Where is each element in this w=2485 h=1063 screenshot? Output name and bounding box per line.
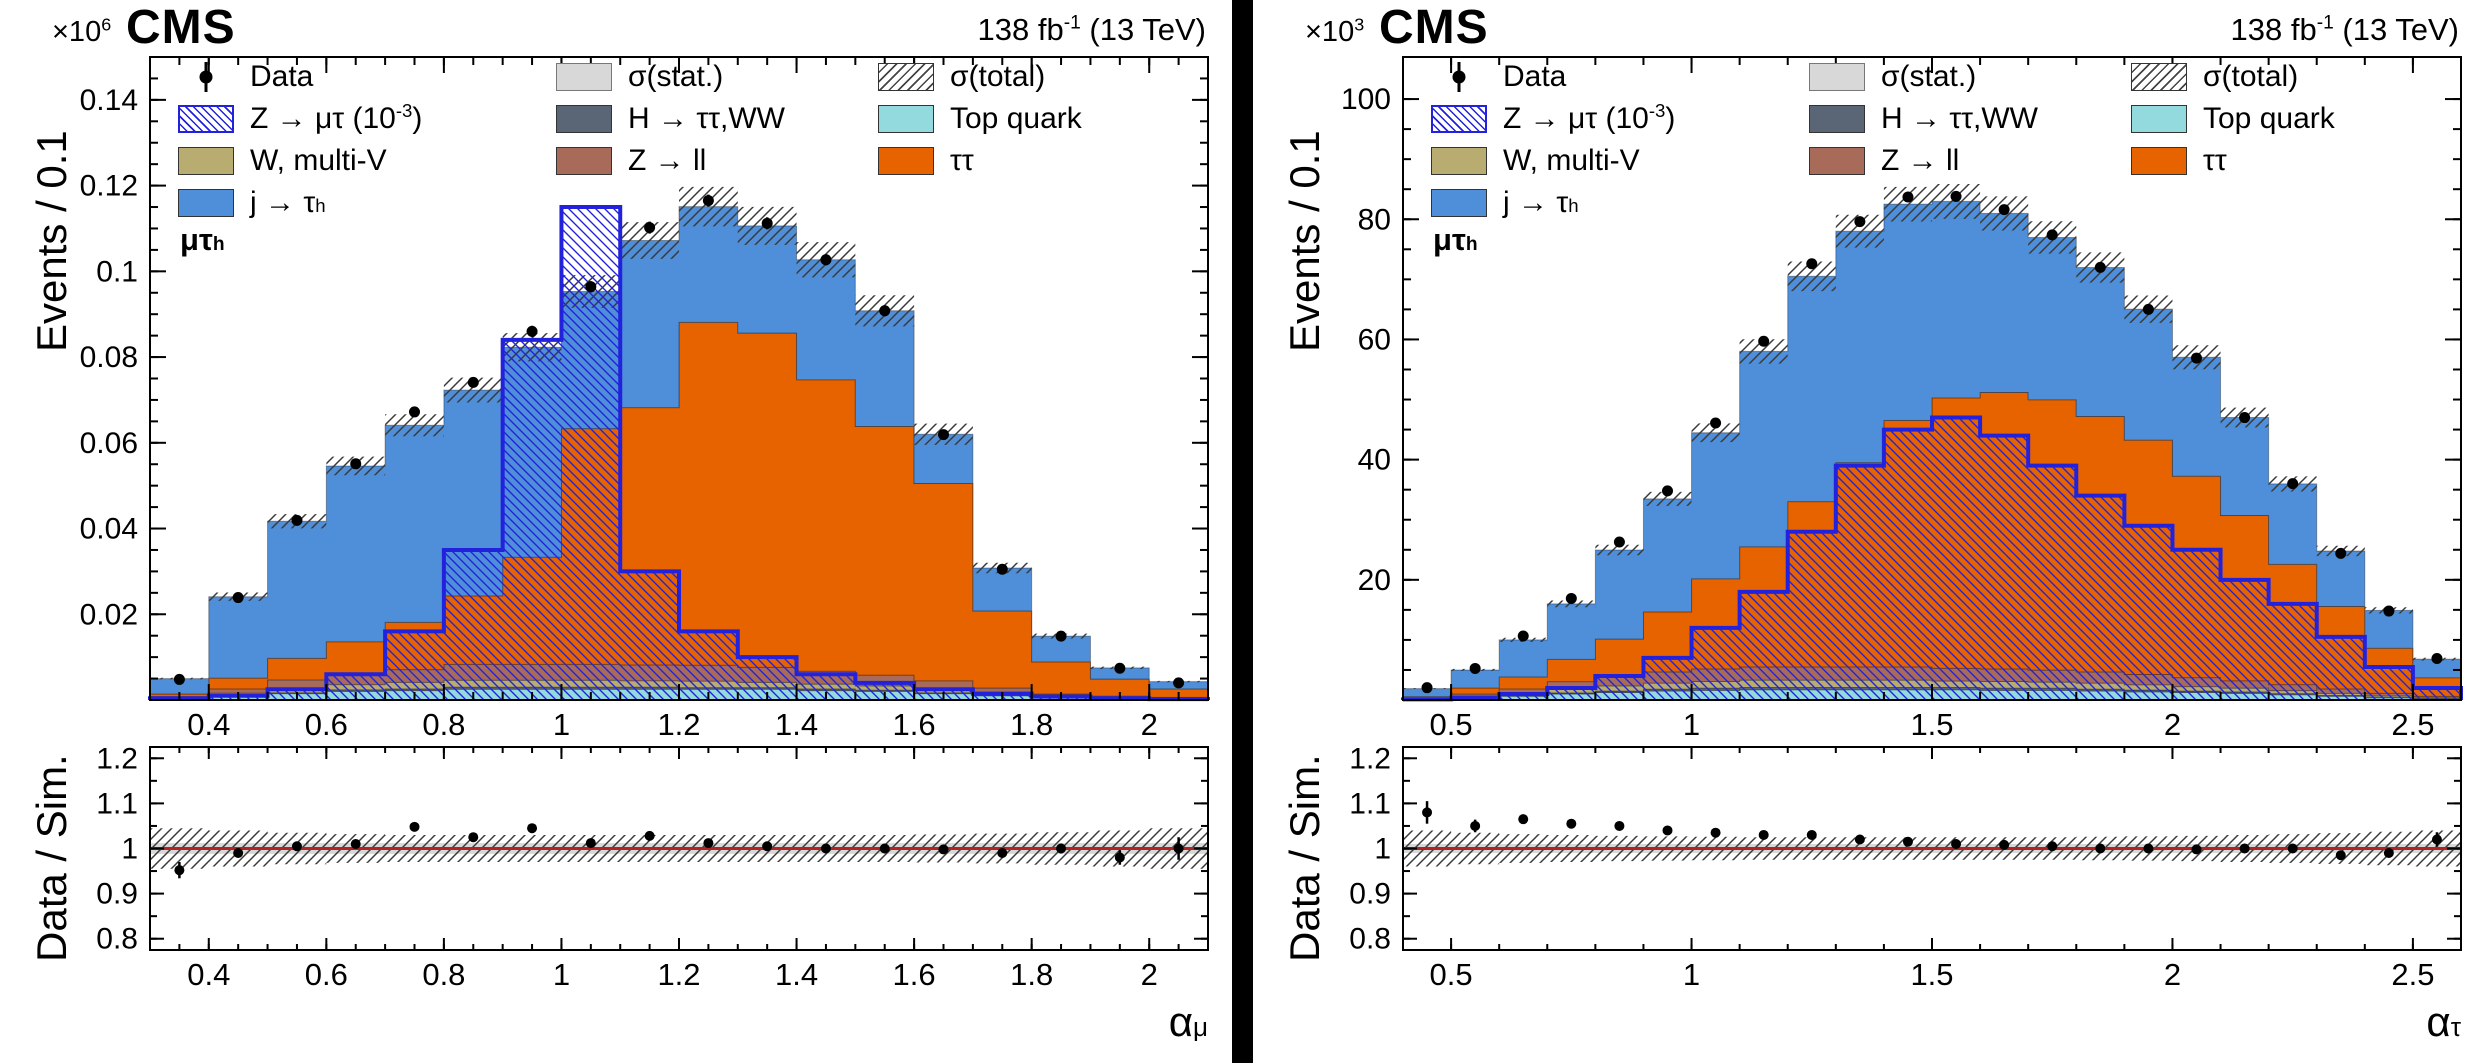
data-points [173,194,1185,689]
svg-text:0.8: 0.8 [1349,923,1391,956]
svg-text:1: 1 [553,957,570,992]
cms-label: CMS [1379,1,1489,54]
y-axis-multiplier: ×106 [52,14,112,48]
y-axis-multiplier: ×103 [1305,14,1365,48]
ratio-points [1422,801,2442,861]
right-chart-svg: 0.5 0.5 1 1 1.5 1.5 2 2 2.5 2.5 20 40 60 80 100 0.8 0.9 1… [1341,56,2463,992]
x-axis-title: ατ [2426,998,2461,1045]
right-plot-panel: 0.5 0.5 1 1 1.5 1.5 2 2 2.5 2.5 20 40 60 80 100 0.8 0.9 1… [1253,0,2485,1063]
cms-label: CMS [126,1,236,54]
svg-text:1: 1 [1683,707,1700,742]
channel-label: μτh [180,222,225,257]
svg-text:0.8: 0.8 [96,923,138,956]
svg-text:1.6: 1.6 [893,707,936,742]
data-points [1421,190,2443,694]
svg-text:1.5: 1.5 [1910,957,1953,992]
svg-text:1.2: 1.2 [1349,742,1391,775]
svg-text:1.4: 1.4 [775,707,818,742]
svg-text:0.6: 0.6 [305,957,348,992]
svg-text:0.4: 0.4 [187,957,230,992]
svg-text:1.1: 1.1 [1349,787,1391,820]
svg-text:0.8: 0.8 [422,707,465,742]
axes: 0.4 0.4 0.6 0.6 0.8 0.8 1 1 1.2 1.2 1.4 1.4 1.6 1.6 1.… [80,56,1209,992]
svg-text:0.6: 0.6 [305,707,348,742]
svg-text:1: 1 [1683,957,1700,992]
svg-text:1.8: 1.8 [1010,957,1053,992]
signal-histogram-line [1401,415,2463,702]
x-axis-title: αμ [1168,998,1208,1045]
channel-label: μτh [1433,222,1478,257]
svg-text:0.5: 0.5 [1430,707,1473,742]
svg-text:0.4: 0.4 [187,707,230,742]
panel-divider [1232,0,1253,1063]
svg-text:100: 100 [1341,83,1391,116]
svg-text:0.14: 0.14 [80,84,138,117]
svg-text:20: 20 [1358,564,1391,597]
svg-text:2.5: 2.5 [2391,957,2434,992]
left-plot-panel: 0.4 0.4 0.6 0.6 0.8 0.8 1 1 1.2 1.2 1.4 1.4 1.6 1.6 1.… [0,0,1232,1063]
svg-text:2: 2 [2164,707,2181,742]
svg-text:0.9: 0.9 [1349,878,1391,911]
y-axis-title: Events / 0.1 [1281,130,1328,352]
y-axis-title: Events / 0.1 [28,130,75,352]
svg-text:2.5: 2.5 [2391,707,2434,742]
svg-text:1.5: 1.5 [1910,707,1953,742]
svg-text:2: 2 [2164,957,2181,992]
svg-text:60: 60 [1358,323,1391,356]
svg-text:1.2: 1.2 [657,707,700,742]
svg-text:2: 2 [1141,957,1158,992]
svg-text:0.08: 0.08 [80,341,138,374]
svg-text:0.1: 0.1 [96,255,138,288]
svg-text:1: 1 [553,707,570,742]
total-uncertainty-band [1403,183,2461,689]
ratio-y-axis-title: Data / Sim. [28,754,75,962]
svg-text:0.12: 0.12 [80,170,138,203]
ratio-y-axis-title: Data / Sim. [1281,754,1328,962]
svg-text:0.8: 0.8 [422,957,465,992]
svg-text:1.4: 1.4 [775,957,818,992]
svg-text:2: 2 [1141,707,1158,742]
svg-text:1.1: 1.1 [96,787,138,820]
svg-text:1.6: 1.6 [893,957,936,992]
ratio-points [174,821,1184,879]
svg-text:0.04: 0.04 [80,513,138,546]
axes: 0.5 0.5 1 1 1.5 1.5 2 2 2.5 2.5 20 40 60 80 100 0.8 0.9 1… [1341,56,2462,992]
svg-text:0.5: 0.5 [1430,957,1473,992]
signal-hatch-fill [1403,417,2461,700]
luminosity-label: 138 fb-1 (13 TeV) [2230,12,2460,47]
luminosity-label: 138 fb-1 (13 TeV) [977,12,1207,47]
left-chart-svg: 0.4 0.4 0.6 0.6 0.8 0.8 1 1 1.2 1.2 1.4 1.4 1.6 1.6 1.… [80,56,1210,992]
svg-text:1.2: 1.2 [657,957,700,992]
svg-text:40: 40 [1358,444,1391,477]
svg-text:0.06: 0.06 [80,427,138,460]
svg-text:1: 1 [1374,833,1391,866]
svg-text:1.8: 1.8 [1010,707,1053,742]
svg-text:1.2: 1.2 [96,742,138,775]
svg-text:0.9: 0.9 [96,878,138,911]
svg-text:0.02: 0.02 [80,598,138,631]
svg-text:1: 1 [121,833,138,866]
svg-text:80: 80 [1358,203,1391,236]
